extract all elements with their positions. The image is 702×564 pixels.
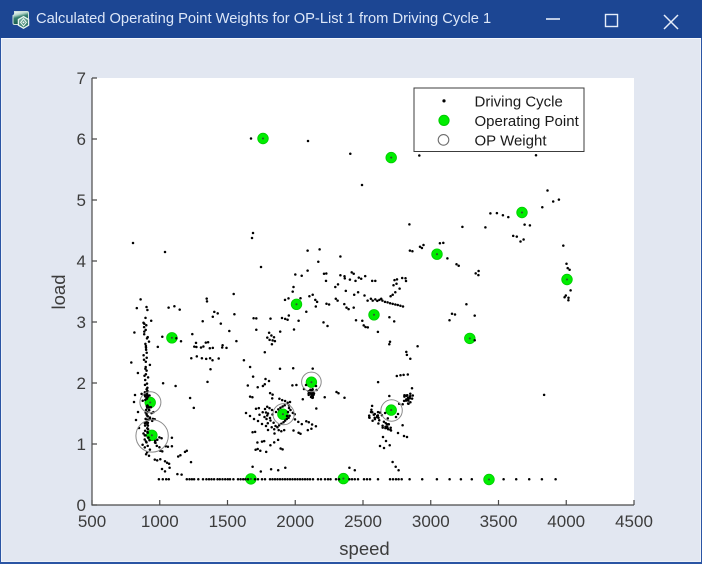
svg-text:4: 4 [77, 252, 86, 271]
svg-text:Driving Cycle: Driving Cycle [475, 93, 563, 110]
svg-text:1000: 1000 [141, 512, 179, 531]
svg-text:4000: 4000 [547, 512, 585, 531]
svg-text:7: 7 [77, 69, 86, 88]
svg-text:5: 5 [77, 191, 86, 210]
svg-text:speed: speed [339, 538, 389, 559]
svg-text:1500: 1500 [209, 512, 247, 531]
svg-text:2500: 2500 [344, 512, 382, 531]
svg-text:2: 2 [77, 374, 86, 393]
svg-text:3000: 3000 [412, 512, 450, 531]
svg-text:Operating Point: Operating Point [475, 113, 580, 130]
svg-text:2000: 2000 [276, 512, 314, 531]
svg-text:6: 6 [77, 130, 86, 149]
svg-text:3500: 3500 [480, 512, 518, 531]
svg-text:4500: 4500 [615, 512, 653, 531]
svg-text:3: 3 [77, 313, 86, 332]
svg-text:500: 500 [78, 512, 106, 531]
svg-text:load: load [48, 275, 69, 310]
svg-text:1: 1 [77, 435, 86, 454]
svg-text:0: 0 [77, 496, 86, 515]
svg-text:OP Weight: OP Weight [475, 132, 548, 149]
